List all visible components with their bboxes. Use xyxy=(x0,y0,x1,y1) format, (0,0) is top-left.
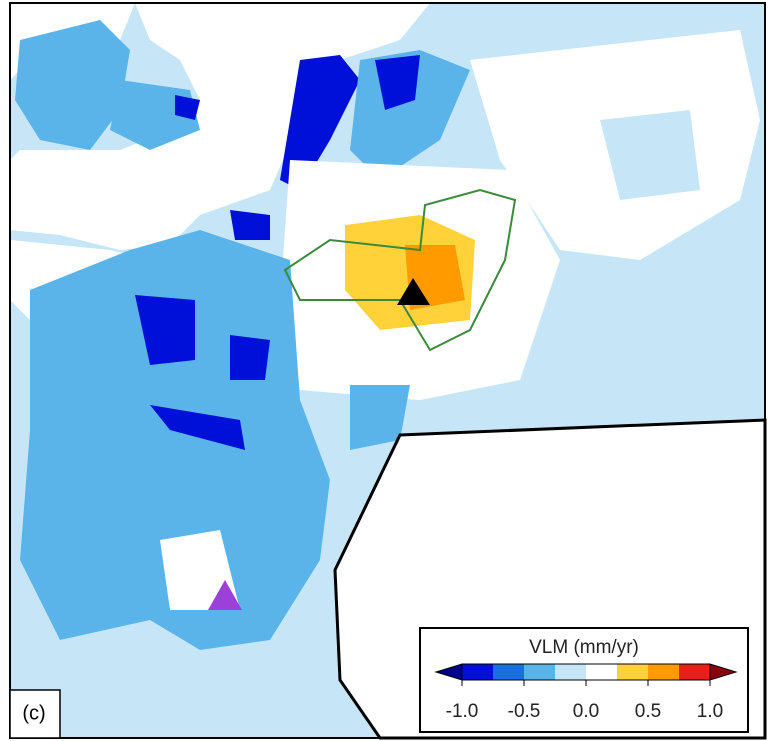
colorbar-segment xyxy=(524,664,555,680)
marker-purple xyxy=(208,580,242,610)
colorbar-segment xyxy=(679,664,710,680)
colorbar-legend: VLM (mm/yr) -1.0 -0.5 0.0 0.5 1.0 xyxy=(419,627,749,733)
region-darkblue xyxy=(150,405,245,450)
colorbar-segment xyxy=(555,664,586,680)
colorbar-segment xyxy=(617,664,648,680)
map-body: (c) xyxy=(9,2,767,740)
colorbar-tick-label: 1.0 xyxy=(697,701,723,722)
region-darkblue xyxy=(230,335,270,380)
label-box xyxy=(9,689,61,739)
colorbar-tick-label: 0.0 xyxy=(573,701,599,722)
colorbar-segment xyxy=(493,664,524,680)
colorbar-tick-label: -0.5 xyxy=(508,701,541,722)
region-darkblue xyxy=(135,295,195,365)
region-blue xyxy=(20,230,330,650)
region-darkblue xyxy=(230,210,270,240)
colorbar-segment xyxy=(586,664,617,680)
panel-label: (c) xyxy=(22,702,45,724)
outline xyxy=(283,188,517,352)
region-blue xyxy=(350,385,410,450)
colorbar-segment xyxy=(648,664,679,680)
colorbar-tick-label: 0.5 xyxy=(635,701,661,722)
region-darkblue xyxy=(175,95,200,120)
region-darkblue xyxy=(280,55,360,190)
colorbar-segment xyxy=(462,664,493,680)
frame xyxy=(9,2,766,739)
region-darkblue xyxy=(375,55,420,110)
colorbar-title: VLM (mm/yr) xyxy=(529,637,639,658)
colorbar-tick-label: -1.0 xyxy=(446,701,479,722)
region-lightblue xyxy=(600,110,700,200)
marker-black xyxy=(397,278,430,305)
region-blue xyxy=(15,20,130,150)
